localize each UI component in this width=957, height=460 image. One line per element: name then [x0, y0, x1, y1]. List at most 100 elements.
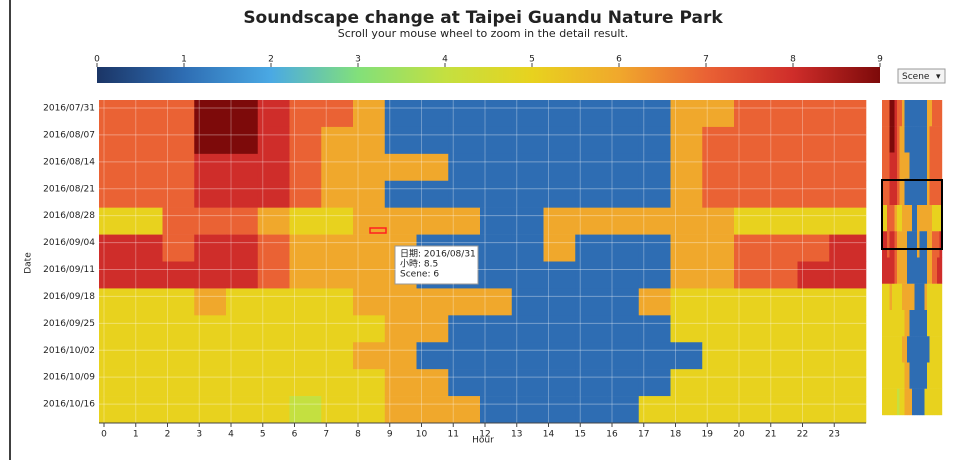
minimap-cell — [902, 100, 905, 127]
minimap-cell — [929, 362, 933, 389]
minimap-cell — [922, 388, 925, 416]
heatmap-cell — [797, 207, 830, 235]
heatmap-cell — [607, 153, 640, 182]
heatmap-cell — [289, 261, 322, 289]
heatmap-cell — [829, 100, 867, 128]
heatmap-cell — [765, 288, 798, 316]
x-tick-label: 14 — [543, 430, 555, 440]
minimap-cell — [907, 100, 910, 127]
heatmap-cell — [607, 180, 640, 208]
heatmap-cell — [321, 288, 354, 316]
minimap-cell — [907, 388, 910, 416]
heatmap-cell — [162, 342, 195, 370]
heatmap-cell — [765, 126, 798, 155]
minimap-cell — [914, 310, 918, 337]
heatmap-cell — [607, 288, 640, 316]
heatmap-cell — [670, 396, 703, 424]
heatmap-cell — [289, 396, 322, 424]
colorbar-tick-label: 5 — [529, 55, 535, 65]
heatmap-cell — [194, 261, 227, 289]
minimap-cell — [907, 283, 910, 311]
minimap-cell — [904, 283, 908, 311]
minimap-cell — [937, 257, 940, 284]
heatmap-cell — [130, 261, 163, 289]
minimap-cell — [929, 283, 933, 311]
heatmap-cell — [130, 100, 163, 128]
heatmap-cell — [702, 288, 735, 316]
heatmap-cell — [670, 315, 703, 343]
minimap-cell — [939, 257, 943, 284]
minimap-cell — [887, 257, 890, 284]
heatmap-cell — [353, 315, 386, 343]
minimap-cell — [914, 336, 918, 363]
x-tick-label: 19 — [702, 430, 714, 440]
heatmap-cell — [797, 288, 830, 316]
heatmap-cell — [257, 342, 290, 370]
minimap-cell — [897, 388, 900, 416]
minimap-cell — [884, 388, 888, 416]
minimap-cell — [934, 283, 938, 311]
minimap-cell — [927, 310, 930, 337]
x-axis-label: Hour — [472, 436, 494, 446]
heatmap-cell — [765, 234, 798, 262]
minimap-cell — [912, 231, 915, 258]
minimap-viewport[interactable] — [881, 179, 943, 250]
minimap-cell — [882, 126, 885, 153]
minimap-cell — [917, 126, 920, 153]
minimap-cell — [897, 362, 900, 389]
heatmap-cell — [257, 261, 290, 289]
minimap-cell — [939, 178, 943, 206]
heatmap-cell — [511, 315, 544, 343]
minimap-cell — [924, 336, 928, 363]
heatmap-cell — [162, 126, 195, 155]
heatmap-cell — [194, 207, 227, 235]
minimap-cell — [924, 388, 928, 416]
heatmap-cell — [702, 153, 735, 182]
minimap-cell — [887, 231, 890, 258]
heatmap-cell — [384, 207, 417, 235]
minimap-cell — [892, 231, 895, 258]
heatmap-cell — [194, 126, 227, 155]
minimap-cell — [922, 336, 925, 363]
minimap-cell — [894, 205, 898, 232]
minimap-cell — [917, 205, 920, 232]
heatmap-cell — [353, 288, 386, 316]
minimap-cell — [937, 100, 940, 127]
minimap-cell — [924, 152, 928, 179]
heatmap-cell — [226, 100, 259, 128]
heatmap-cell — [638, 207, 671, 235]
heatmap-cell — [226, 234, 259, 262]
heatmap-cell — [321, 100, 354, 128]
minimap-cell — [939, 100, 943, 127]
minimap-cell — [892, 388, 895, 416]
minimap-cell — [912, 362, 915, 389]
minimap-cell — [917, 178, 920, 206]
minimap-cell — [894, 152, 898, 179]
heatmap-cell — [194, 234, 227, 262]
heatmap-cell — [416, 180, 449, 208]
minimap-cell — [887, 178, 890, 206]
heatmap-cell — [797, 126, 830, 155]
dropdown-label[interactable]: Scene — [902, 72, 930, 82]
heatmap-cell — [575, 261, 608, 289]
minimap-cell — [919, 231, 923, 258]
minimap-cell — [904, 257, 908, 284]
heatmap-cell — [194, 288, 227, 316]
minimap-cell — [909, 100, 913, 127]
minimap-cell — [904, 336, 908, 363]
minimap-cell — [909, 257, 913, 284]
scene-dropdown[interactable]: Scene ▾ — [897, 68, 946, 84]
heatmap-cell — [416, 342, 449, 370]
heatmap-cell — [765, 153, 798, 182]
minimap-cell — [929, 126, 933, 153]
dropdown-arrow[interactable]: ▾ — [936, 72, 941, 82]
minimap-cell — [927, 100, 930, 127]
dropdown-box[interactable] — [897, 68, 946, 84]
heatmap-cell — [448, 180, 481, 208]
heatmap-cell — [511, 396, 544, 424]
heatmap-cell — [257, 369, 290, 397]
heatmap-cell — [384, 315, 417, 343]
minimap-cell — [884, 152, 888, 179]
heatmap-cell — [321, 369, 354, 397]
heatmap-cell — [226, 153, 259, 182]
